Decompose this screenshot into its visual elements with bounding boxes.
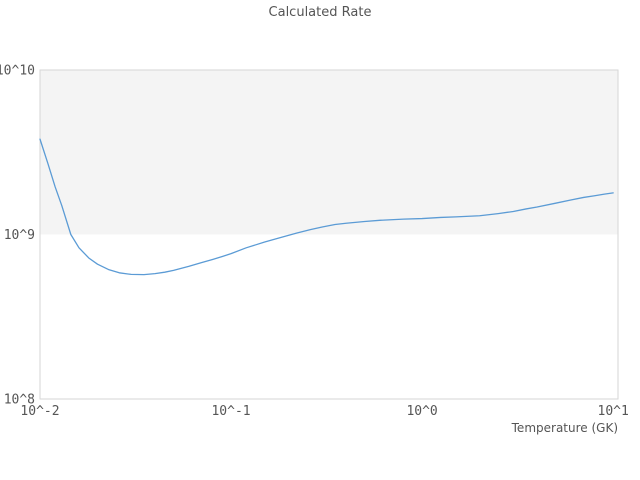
y-tick-label: 10^9 — [4, 228, 35, 243]
y-tick-label: 10^8 — [4, 393, 35, 408]
chart-title: Calculated Rate — [269, 5, 372, 20]
plot-frame — [39, 69, 619, 400]
decade-band — [40, 70, 618, 235]
y-tick-label: 10^10 — [0, 64, 35, 79]
x-tick-label: 10^-2 — [20, 404, 59, 419]
x-tick-label: 10^1 — [598, 404, 629, 419]
x-tick-label: 10^-1 — [211, 404, 250, 419]
x-axis-title: Temperature (GK) — [511, 421, 618, 435]
x-axis-ticks: 10^-2 10^-1 10^0 10^1 — [20, 404, 628, 419]
x-tick-label: 10^0 — [406, 404, 437, 419]
y-axis-ticks: 10^8 10^9 10^10 — [0, 64, 35, 408]
rate-line — [39, 138, 614, 276]
